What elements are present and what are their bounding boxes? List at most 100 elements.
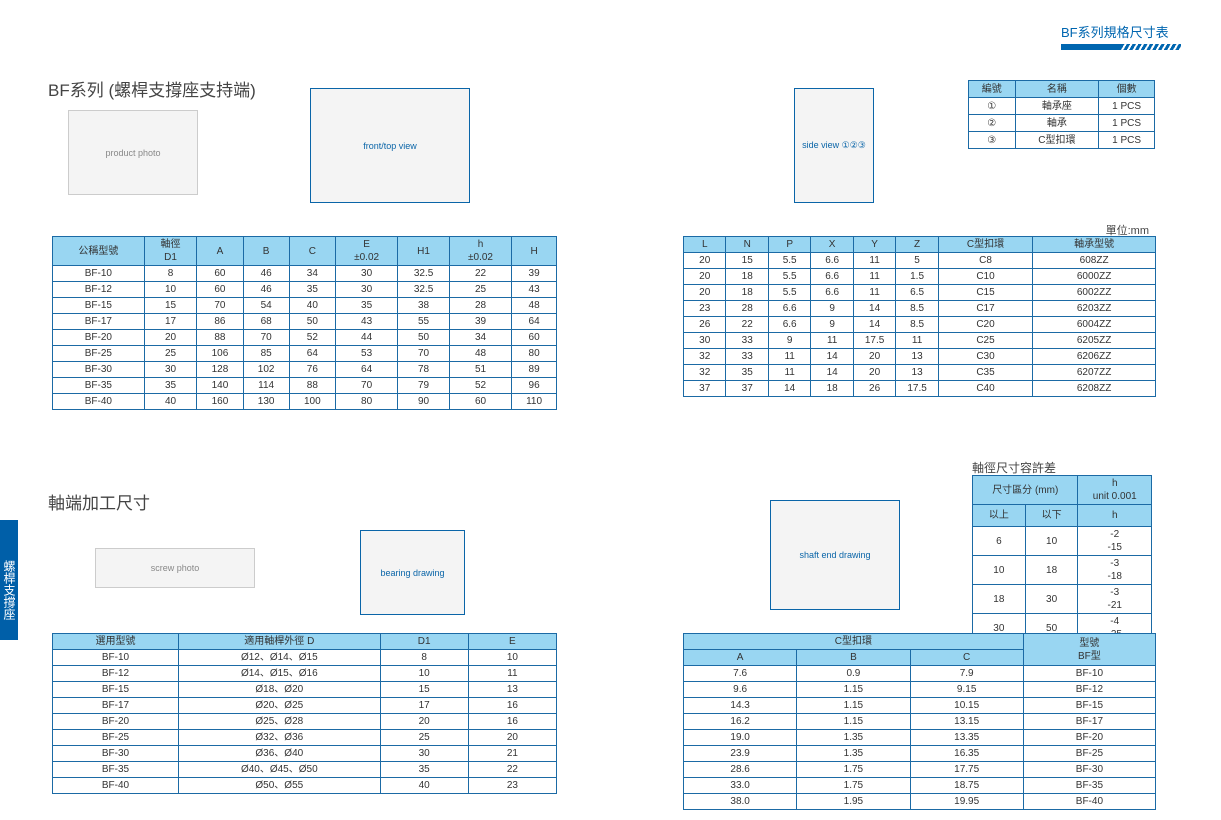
table-cell: C10 xyxy=(938,269,1032,285)
table-row: 1830-3-21 xyxy=(973,585,1152,614)
table-cell: 1.15 xyxy=(797,698,910,714)
col-header: C型扣環 xyxy=(938,237,1032,253)
table-row: BF-25Ø32、Ø362520 xyxy=(53,730,557,746)
table-cell: 43 xyxy=(335,314,397,330)
table-cell: 20 xyxy=(468,730,556,746)
table-cell: -2-15 xyxy=(1078,527,1152,556)
table-cell: BF-30 xyxy=(53,746,179,762)
table-cell: BF-20 xyxy=(1023,730,1155,746)
col-header: E xyxy=(468,634,556,650)
table-cell: 7.9 xyxy=(910,666,1023,682)
table-cell: 80 xyxy=(335,394,397,410)
table-cell: 35 xyxy=(380,762,468,778)
table-cell: 33.0 xyxy=(684,778,797,794)
table-cell: 48 xyxy=(512,298,557,314)
table-cell: 26 xyxy=(684,317,726,333)
table-cell: 33 xyxy=(726,333,768,349)
table-cell: -3-18 xyxy=(1078,556,1152,585)
table-cell: 90 xyxy=(398,394,450,410)
table-cell: BF-25 xyxy=(53,730,179,746)
table-cell: 8 xyxy=(380,650,468,666)
col-header: H xyxy=(512,237,557,266)
table-cell: 10 xyxy=(973,556,1026,585)
table-row: 1018-3-18 xyxy=(973,556,1152,585)
table-row: 23286.69148.5C176203ZZ xyxy=(684,301,1156,317)
table-cell: 32.5 xyxy=(398,282,450,298)
table-cell: 11 xyxy=(768,349,810,365)
table-row: 26226.69148.5C206004ZZ xyxy=(684,317,1156,333)
col-header: L xyxy=(684,237,726,253)
screw-photo: screw photo xyxy=(95,548,255,588)
table-cell: Ø40、Ø45、Ø50 xyxy=(179,762,381,778)
table-cell: 9 xyxy=(768,333,810,349)
table-cell: 1.5 xyxy=(896,269,938,285)
table-cell: Ø14、Ø15、Ø16 xyxy=(179,666,381,682)
table-cell: 40 xyxy=(144,394,197,410)
table-cell: 10 xyxy=(144,282,197,298)
table-row: BF-4040160130100809060110 xyxy=(53,394,557,410)
table-cell: BF-40 xyxy=(53,778,179,794)
col-header: C xyxy=(910,650,1023,666)
col-header: C型扣環 xyxy=(684,634,1024,650)
col-header: 以下 xyxy=(1025,505,1078,527)
table-cell: C15 xyxy=(938,285,1032,301)
table-cell: 88 xyxy=(197,330,243,346)
table-cell: 1.75 xyxy=(797,778,910,794)
shaft-drawing: shaft end drawing xyxy=(770,500,900,610)
table-cell: 17.5 xyxy=(853,333,895,349)
table-cell: 60 xyxy=(197,282,243,298)
table-cell: 14 xyxy=(768,381,810,397)
table-cell: BF-25 xyxy=(1023,746,1155,762)
table-cell: 70 xyxy=(335,378,397,394)
table-cell: 5.5 xyxy=(768,253,810,269)
table-cell: BF-35 xyxy=(53,378,145,394)
table-cell: 0.9 xyxy=(797,666,910,682)
table-cell: ② xyxy=(969,115,1016,132)
table-cell: 128 xyxy=(197,362,243,378)
table-cell: 160 xyxy=(197,394,243,410)
table-cell: 17 xyxy=(380,698,468,714)
table-cell: 10.15 xyxy=(910,698,1023,714)
table-cell: 6208ZZ xyxy=(1033,381,1156,397)
table-cell: Ø36、Ø40 xyxy=(179,746,381,762)
table-cell: 1.35 xyxy=(797,730,910,746)
table-cell: BF-25 xyxy=(53,346,145,362)
page-title: BF系列規格尺寸表 xyxy=(1061,25,1169,40)
col-header: H1 xyxy=(398,237,450,266)
table-cell: 11 xyxy=(468,666,556,682)
table-row: BF-20Ø25、Ø282016 xyxy=(53,714,557,730)
col-header: B xyxy=(243,237,289,266)
table-cell: 8.5 xyxy=(896,301,938,317)
table-cell: 軸承 xyxy=(1015,115,1099,132)
col-header: 型號BF型 xyxy=(1023,634,1155,666)
table-row: 38.01.9519.95BF-40 xyxy=(684,794,1156,810)
table-cell: 38 xyxy=(398,298,450,314)
col-header: 以上 xyxy=(973,505,1026,527)
table-row: 16.21.1513.15BF-17 xyxy=(684,714,1156,730)
table-row: BF-2525106856453704880 xyxy=(53,346,557,362)
table-cell: BF-12 xyxy=(1023,682,1155,698)
table-cell: 15 xyxy=(726,253,768,269)
table-cell: Ø20、Ø25 xyxy=(179,698,381,714)
table-cell: 76 xyxy=(289,362,335,378)
table-cell: 86 xyxy=(197,314,243,330)
drawing-front: front/top view xyxy=(310,88,470,203)
table-cell: 11 xyxy=(853,253,895,269)
section-title-bf: BF系列 (螺桿支撐座支持端) xyxy=(48,76,256,101)
table-cell: 32 xyxy=(684,349,726,365)
table-cell: 6.6 xyxy=(811,253,853,269)
table-cell: 16 xyxy=(468,698,556,714)
table-cell: 20 xyxy=(380,714,468,730)
table-cell: 16.2 xyxy=(684,714,797,730)
table-cell: 35 xyxy=(726,365,768,381)
table-row: 7.60.97.9BF-10 xyxy=(684,666,1156,682)
table-cell: 19.0 xyxy=(684,730,797,746)
table-cell: 15 xyxy=(380,682,468,698)
table-cell: BF-12 xyxy=(53,666,179,682)
table-cell: 20 xyxy=(853,349,895,365)
col-header: 選用型號 xyxy=(53,634,179,650)
dimension-table-1: 公稱型號軸徑D1ABCE±0.02H1h±0.02HBF-10860463430… xyxy=(52,236,557,410)
table-cell: 16 xyxy=(468,714,556,730)
table-cell: 11 xyxy=(768,365,810,381)
col-header: X xyxy=(811,237,853,253)
